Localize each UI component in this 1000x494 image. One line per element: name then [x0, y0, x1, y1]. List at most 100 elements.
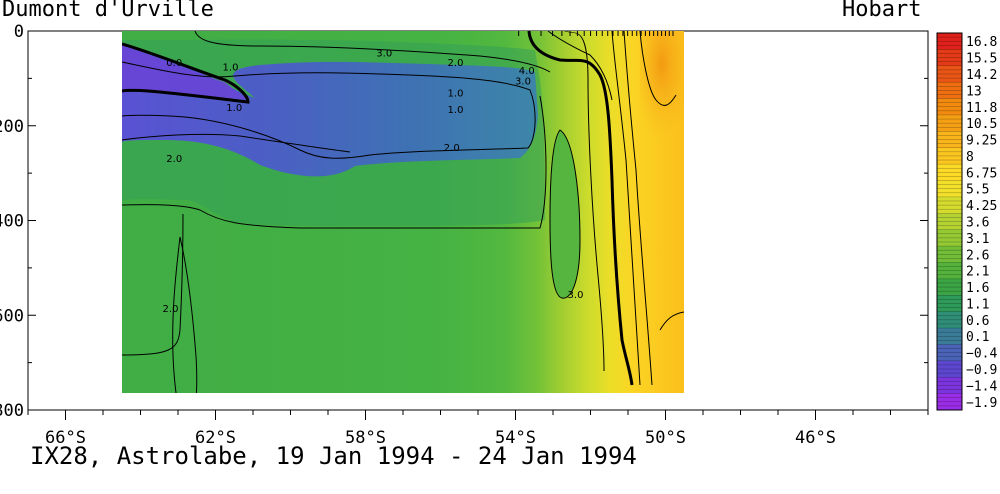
- contour-label: 3.0: [376, 48, 392, 59]
- colorbar-label: −1.4: [966, 379, 997, 394]
- top-tick-marks: [518, 31, 674, 36]
- contour-7b: [659, 311, 684, 331]
- colorbar-swatch: [937, 131, 962, 149]
- colorbar-swatch: [937, 278, 962, 296]
- colorbar-swatch: [937, 229, 962, 247]
- colorbar-swatch: [937, 114, 962, 132]
- contour-eddy: [549, 129, 581, 299]
- contour-label: 4.0: [519, 66, 535, 77]
- x-tick-label: 46°S: [795, 428, 836, 448]
- colorbar-swatch: [937, 311, 962, 329]
- left-station-label: Dumont d'Urville: [2, 0, 214, 22]
- colorbar-swatch: [937, 262, 962, 280]
- contour-5: [611, 31, 641, 386]
- colorbar-swatch: [937, 65, 962, 83]
- colorbar-swatch: [937, 344, 962, 362]
- contour-1b: [122, 133, 351, 153]
- contour-3a: [194, 31, 551, 73]
- colorbar-label: 8: [966, 150, 974, 165]
- colorbar-label: 9.25: [966, 134, 997, 149]
- x-tick-label: 58°S: [345, 428, 386, 448]
- colorbar-label: 2.6: [966, 248, 989, 263]
- y-axis: 0 200 400 600 800: [0, 22, 928, 421]
- colorbar-label: 10.5: [966, 117, 997, 132]
- contour-1: [122, 61, 536, 159]
- colorbar-frame: [936, 32, 963, 411]
- contour-6: [623, 31, 653, 386]
- colorbar-swatch: [937, 98, 962, 116]
- colorbar-swatch: [937, 196, 962, 214]
- colorbar-label: 3.1: [966, 232, 989, 247]
- y-tick-label: 400: [0, 212, 24, 232]
- temperature-field: [122, 31, 684, 393]
- contour-label: 1.0: [448, 105, 464, 116]
- contour-3b: [563, 31, 605, 371]
- colorbar-label: 16.8: [966, 35, 997, 50]
- plot-area: 0.0 1.03.02.04.03.01.01.01.02.02.02.03.0: [27, 30, 929, 411]
- contour-4-bold: [527, 31, 634, 386]
- figure-caption: IX28, Astrolabe, 19 Jan 1994 - 24 Jan 19…: [30, 442, 637, 470]
- contour-4b: [547, 31, 613, 101]
- colorbar-label: 1.6: [966, 281, 989, 296]
- colorbar-swatch: [937, 360, 962, 378]
- field-coldest-core: [122, 44, 248, 100]
- contour-0: [122, 42, 250, 104]
- colorbar-label: 15.5: [966, 52, 997, 67]
- y-tick-label: 600: [0, 306, 24, 326]
- x-axis: 66°S 62°S 58°S 54°S 50°S 46°S: [27, 410, 929, 448]
- colorbar-label: 4.25: [966, 199, 997, 214]
- colorbar-label: −1.9: [966, 396, 997, 411]
- colorbar-swatch: [937, 393, 962, 411]
- colorbar-label: 2.1: [966, 265, 989, 280]
- contour-label-layer: 0.0 1.03.02.04.03.01.01.01.02.02.02.03.0: [163, 48, 584, 315]
- contour-label: 3.0: [515, 77, 531, 88]
- colorbar-swatch: [937, 295, 962, 313]
- colorbar-swatch: [937, 377, 962, 395]
- colorbar-label: 14.2: [966, 68, 997, 83]
- colorbar-swatch: [937, 246, 962, 263]
- contour-2b: [122, 213, 184, 356]
- contour-label: 2.0: [448, 58, 464, 69]
- field-subsurface-eddy: [550, 130, 580, 299]
- y-tick-label: 200: [0, 117, 24, 137]
- colorbar-label: 0.1: [966, 330, 989, 345]
- colorbar-swatch: [937, 33, 962, 50]
- y-tick-label: 800: [0, 401, 24, 421]
- contour-7: [639, 31, 677, 106]
- colorbar-label: 0.6: [966, 314, 989, 329]
- contour-label: 3.0: [568, 290, 584, 301]
- colorbar-swatch: [937, 180, 962, 198]
- colorbar-swatch: [937, 328, 962, 345]
- contour-label: 1.0: [226, 103, 242, 114]
- colorbar-label: −0.4: [966, 347, 997, 362]
- colorbar-swatch: [937, 82, 962, 100]
- colorbar-label: −0.9: [966, 363, 997, 378]
- colorbar-swatch: [937, 213, 962, 231]
- field-cold-tongue: [122, 44, 538, 177]
- colorbar-label: 11.8: [966, 101, 997, 116]
- colorbar-swatch: [937, 147, 962, 165]
- colorbar-label: 13: [966, 84, 982, 99]
- colorbar-label: 3.6: [966, 216, 989, 231]
- colorbar-label: 6.75: [966, 166, 997, 181]
- contour-2c: [172, 236, 198, 393]
- x-tick-label: 66°S: [45, 428, 86, 448]
- field-warm-surface: [640, 31, 684, 141]
- colorbar-label: 1.1: [966, 297, 989, 312]
- x-tick-label: 50°S: [645, 428, 686, 448]
- contour-label: 2.0: [163, 304, 179, 315]
- y-tick-label: 0: [14, 22, 24, 42]
- colorbar-swatch: [937, 164, 962, 182]
- colorbar-label: 5.5: [966, 183, 989, 198]
- contour-label: 1.0: [223, 63, 239, 74]
- contour-label: 2.0: [444, 143, 460, 154]
- contour-2: [122, 95, 547, 229]
- colorbar-swatch: [937, 49, 962, 67]
- right-station-label: Hobart: [842, 0, 922, 22]
- x-tick-label: 54°S: [495, 428, 536, 448]
- contour-label: 1.0: [448, 89, 464, 100]
- x-tick-label: 62°S: [195, 428, 236, 448]
- contour-label: 2.0: [166, 154, 182, 165]
